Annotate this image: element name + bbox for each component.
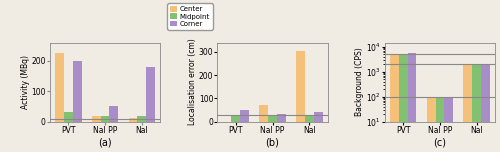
Bar (232, 116, 240, 122)
Bar (259, 105, 268, 122)
Bar (277, 114, 286, 122)
Y-axis label: Localisation error (cm): Localisation error (cm) (188, 39, 197, 125)
Y-axis label: Background (CPS): Background (CPS) (356, 48, 364, 116)
Y-axis label: Activity (MBq): Activity (MBq) (21, 55, 30, 109)
Bar (305, 116, 314, 122)
Bar (55, 53, 64, 122)
Bar (398, 54, 407, 152)
Bar (110, 106, 118, 122)
Bar (92, 116, 100, 122)
Bar (146, 67, 155, 122)
Bar (240, 111, 249, 122)
Bar (100, 116, 110, 122)
X-axis label: (b): (b) (266, 138, 280, 148)
Bar (296, 51, 305, 122)
Bar (436, 97, 444, 152)
Bar (314, 112, 322, 122)
X-axis label: (c): (c) (434, 138, 446, 148)
Bar (481, 64, 490, 152)
Bar (268, 116, 277, 122)
Bar (138, 116, 146, 122)
Bar (72, 61, 82, 122)
Bar (472, 64, 481, 152)
Bar (64, 112, 72, 122)
Bar (444, 97, 453, 152)
Bar (426, 97, 436, 152)
X-axis label: (a): (a) (98, 138, 112, 148)
Legend: Center, Midpoint, Corner: Center, Midpoint, Corner (167, 3, 213, 30)
Bar (390, 54, 398, 152)
Bar (408, 53, 416, 152)
Bar (128, 118, 138, 122)
Bar (464, 64, 472, 152)
